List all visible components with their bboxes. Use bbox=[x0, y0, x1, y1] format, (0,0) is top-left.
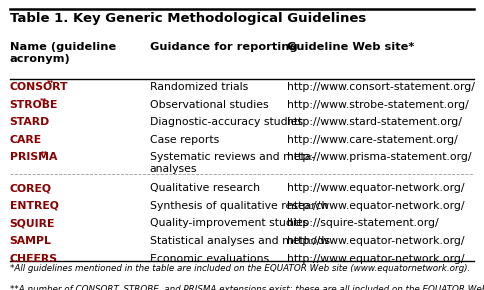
Text: Economic evaluations: Economic evaluations bbox=[150, 253, 269, 264]
Text: CONSORT: CONSORT bbox=[10, 82, 68, 92]
Text: http://www.stard-statement.org/: http://www.stard-statement.org/ bbox=[287, 117, 462, 127]
Text: Quality-improvement studies: Quality-improvement studies bbox=[150, 218, 308, 228]
Text: CHEERS: CHEERS bbox=[10, 253, 58, 264]
Text: Randomized trials: Randomized trials bbox=[150, 82, 248, 92]
Text: http://squire-statement.org/: http://squire-statement.org/ bbox=[287, 218, 439, 228]
Text: Synthesis of qualitative research: Synthesis of qualitative research bbox=[150, 201, 328, 211]
Text: http://www.equator-network.org/: http://www.equator-network.org/ bbox=[287, 201, 465, 211]
Text: *All guidelines mentioned in the table are included on the EQUATOR Web site (www: *All guidelines mentioned in the table a… bbox=[10, 264, 470, 273]
Text: SQUIRE: SQUIRE bbox=[10, 218, 55, 228]
Text: STARD: STARD bbox=[10, 117, 50, 127]
Text: CARE: CARE bbox=[10, 135, 42, 145]
Text: http://www.strobe-statement.org/: http://www.strobe-statement.org/ bbox=[287, 99, 469, 110]
Text: Name (guideline
acronym): Name (guideline acronym) bbox=[10, 42, 116, 64]
Text: **: ** bbox=[40, 98, 47, 104]
Text: http://www.consort-statement.org/: http://www.consort-statement.org/ bbox=[287, 82, 475, 92]
Text: Case reports: Case reports bbox=[150, 135, 219, 145]
Text: http://www.equator-network.org/: http://www.equator-network.org/ bbox=[287, 236, 465, 246]
Text: **: ** bbox=[41, 151, 48, 157]
Text: http://www.equator-network.org/: http://www.equator-network.org/ bbox=[287, 183, 465, 193]
Text: http://www.prisma-statement.org/: http://www.prisma-statement.org/ bbox=[287, 152, 471, 162]
Text: STROBE: STROBE bbox=[10, 99, 58, 110]
Text: ENTREQ: ENTREQ bbox=[10, 201, 59, 211]
Text: http://www.equator-network.org/: http://www.equator-network.org/ bbox=[287, 253, 465, 264]
Text: Guideline Web site*: Guideline Web site* bbox=[287, 42, 414, 52]
Text: Qualitative research: Qualitative research bbox=[150, 183, 259, 193]
Text: http://www.care-statement.org/: http://www.care-statement.org/ bbox=[287, 135, 458, 145]
Text: COREQ: COREQ bbox=[10, 183, 52, 193]
Text: Statistical analyses and methods: Statistical analyses and methods bbox=[150, 236, 330, 246]
Text: Diagnostic-accuracy studies: Diagnostic-accuracy studies bbox=[150, 117, 302, 127]
Text: Table 1. Key Generic Methodological Guidelines: Table 1. Key Generic Methodological Guid… bbox=[10, 12, 366, 25]
Text: **: ** bbox=[47, 81, 54, 86]
Text: PRISMA: PRISMA bbox=[10, 152, 57, 162]
Text: Guidance for reporting: Guidance for reporting bbox=[150, 42, 297, 52]
Text: Observational studies: Observational studies bbox=[150, 99, 268, 110]
Text: Systematic reviews and meta-
analyses: Systematic reviews and meta- analyses bbox=[150, 152, 315, 174]
Text: **A number of CONSORT, STROBE, and PRISMA extensions exist; these are all includ: **A number of CONSORT, STROBE, and PRISM… bbox=[10, 285, 484, 290]
Text: SAMPL: SAMPL bbox=[10, 236, 51, 246]
